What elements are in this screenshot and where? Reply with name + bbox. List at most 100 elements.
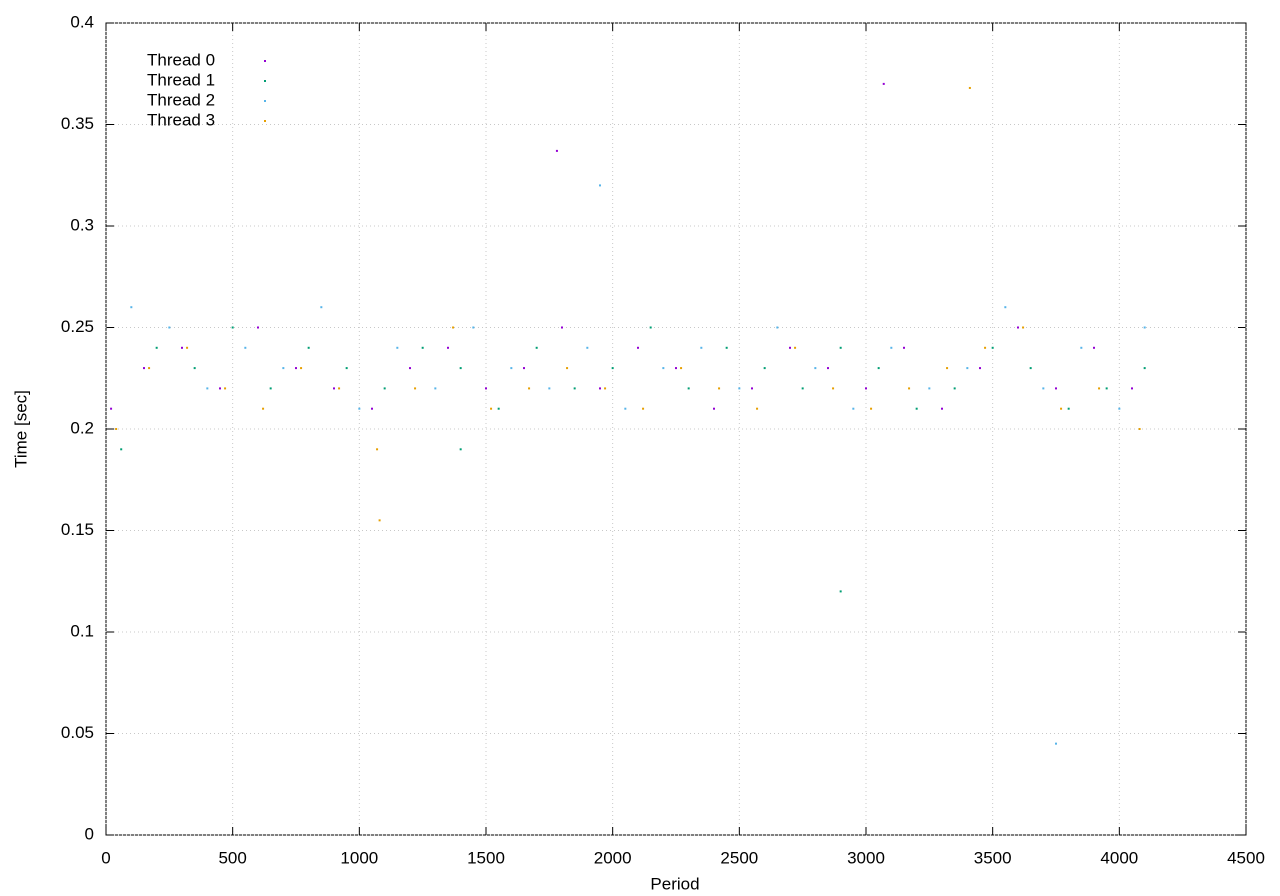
data-point <box>882 82 885 85</box>
data-point <box>756 407 759 410</box>
y-tick-label: 0.25 <box>61 317 94 336</box>
data-point <box>383 387 386 390</box>
y-tick-label: 0.2 <box>70 418 94 437</box>
data-point <box>143 367 145 370</box>
data-point <box>903 346 905 349</box>
data-point <box>110 407 113 410</box>
data-point <box>219 387 221 390</box>
data-point <box>1118 407 1121 410</box>
data-point <box>1004 306 1007 309</box>
data-point <box>1017 326 1019 329</box>
data-point <box>649 326 652 329</box>
data-point <box>637 346 639 349</box>
data-point <box>447 346 449 349</box>
data-point <box>877 367 880 370</box>
data-point <box>1143 326 1146 329</box>
x-tick-label: 2500 <box>720 848 758 867</box>
data-point <box>599 387 601 390</box>
data-point <box>991 346 994 349</box>
legend-swatch <box>264 80 266 82</box>
data-point <box>262 407 265 410</box>
data-point <box>320 306 323 309</box>
data-point <box>452 326 455 329</box>
y-tick-label: 0.3 <box>70 215 94 234</box>
data-point <box>181 346 183 349</box>
data-point <box>832 387 835 390</box>
data-point <box>642 407 645 410</box>
data-point <box>345 367 348 370</box>
data-point <box>115 428 118 430</box>
data-point <box>523 367 525 370</box>
data-point <box>675 367 677 370</box>
data-point <box>1105 387 1108 390</box>
x-tick-label: 1000 <box>340 848 378 867</box>
data-point <box>611 367 614 370</box>
data-point <box>1143 367 1146 370</box>
data-point <box>1022 326 1025 329</box>
data-point <box>1080 346 1083 349</box>
data-point <box>497 407 500 410</box>
data-point <box>599 184 601 187</box>
data-point <box>928 387 931 390</box>
data-point <box>966 367 969 370</box>
x-tick-label: 4000 <box>1100 848 1138 867</box>
data-point <box>738 387 741 390</box>
data-point <box>338 387 341 390</box>
x-tick-label: 500 <box>218 848 246 867</box>
data-point <box>548 387 551 390</box>
data-point <box>713 407 715 410</box>
data-point <box>168 326 171 329</box>
data-point <box>984 346 987 349</box>
y-tick-label: 0.4 <box>70 12 94 31</box>
data-point <box>378 519 381 522</box>
data-point <box>295 367 297 370</box>
data-point <box>535 346 538 349</box>
data-point <box>555 149 558 152</box>
data-point <box>624 407 627 410</box>
data-point <box>839 590 842 593</box>
data-point <box>186 346 189 349</box>
data-point <box>789 346 791 349</box>
data-point <box>852 407 855 410</box>
x-tick-label: 1500 <box>467 848 505 867</box>
data-point <box>459 448 462 451</box>
data-point <box>472 326 475 329</box>
data-point <box>865 387 867 390</box>
data-point <box>434 387 437 390</box>
data-point <box>120 448 123 451</box>
legend-swatch <box>264 60 266 62</box>
data-point <box>193 367 196 370</box>
data-point <box>414 387 417 390</box>
data-point <box>566 367 569 370</box>
data-point <box>257 326 259 329</box>
data-point <box>1042 387 1045 390</box>
y-tick-label: 0.35 <box>61 114 94 133</box>
data-point <box>839 346 842 349</box>
data-point <box>1093 346 1095 349</box>
data-point <box>718 387 721 390</box>
legend-label: Thread 2 <box>147 90 215 109</box>
data-point <box>307 346 310 349</box>
data-point <box>269 387 272 390</box>
y-tick-label: 0.15 <box>61 520 94 539</box>
legend-label: Thread 3 <box>147 110 215 129</box>
data-point <box>485 387 487 390</box>
data-point <box>827 367 829 370</box>
data-point <box>1138 428 1141 430</box>
legend-swatch <box>264 100 266 102</box>
data-point <box>376 448 379 451</box>
data-point <box>776 326 779 329</box>
data-point <box>687 387 690 390</box>
data-point <box>700 346 703 349</box>
data-point <box>130 306 133 309</box>
data-point <box>908 387 911 390</box>
data-point <box>224 387 227 390</box>
x-tick-label: 0 <box>101 848 110 867</box>
x-tick-label: 3500 <box>974 848 1012 867</box>
data-point <box>206 387 209 390</box>
data-point <box>490 407 493 410</box>
data-point <box>680 367 683 370</box>
data-point <box>968 86 971 89</box>
legend-swatch <box>264 120 266 122</box>
